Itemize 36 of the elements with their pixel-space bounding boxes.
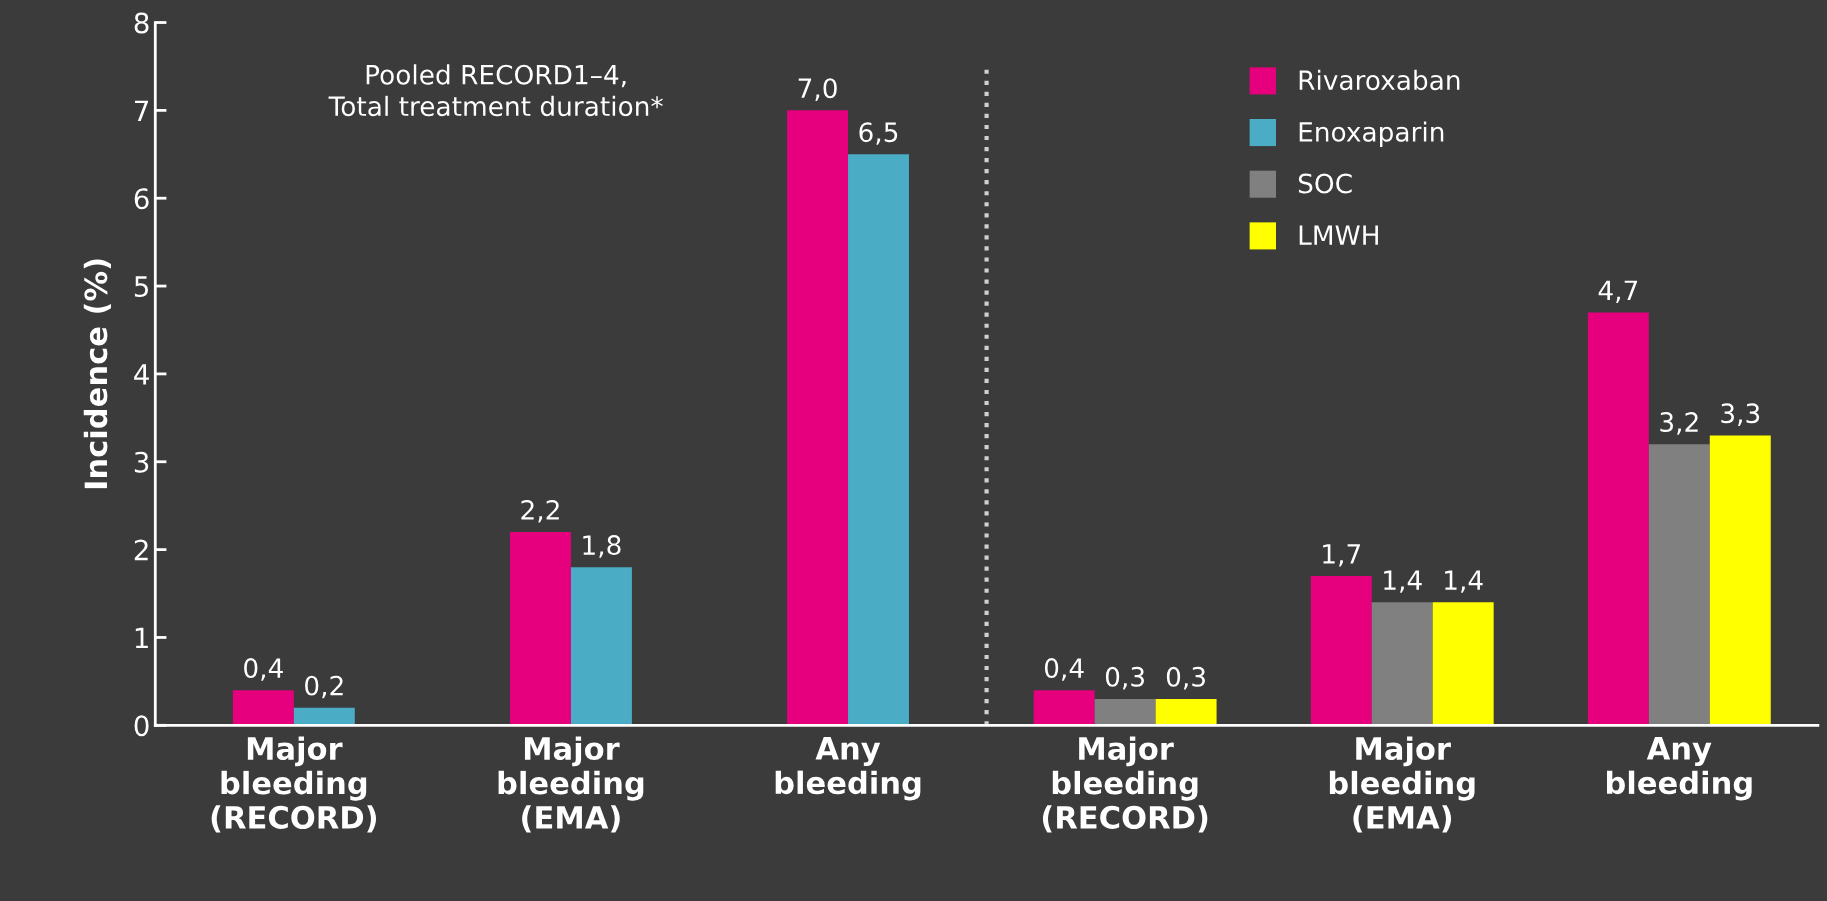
x-tick-label: Major bleeding (EMA) [1329,736,1475,833]
data-label: 0,4 [244,658,283,681]
data-label: 7,0 [798,78,837,101]
x-tick-label: Major bleeding (RECORD) [1042,736,1208,833]
data-label: 0,4 [1044,658,1084,681]
data-label: 1,4 [1445,570,1483,593]
y-axis-title: Incidence (%) [83,259,111,489]
y-tick-label: 8 [134,12,149,34]
y-tick-label: 5 [134,276,149,298]
data-label: 4,7 [1598,280,1638,303]
data-label: 1,8 [583,535,621,558]
legend-label: LMWH [1299,225,1378,245]
data-label: 1,4 [1384,570,1422,593]
y-tick-label: 6 [134,188,149,210]
y-tick-label: 4 [134,364,149,385]
data-label: 6,5 [859,122,898,145]
y-tick-label: 3 [134,451,149,473]
data-label: 1,7 [1323,544,1360,567]
x-tick-label: Major bleeding (EMA) [498,736,644,833]
data-label: 3,3 [1721,403,1760,426]
y-tick-label: 7 [135,100,149,121]
x-tick-label: Any bleeding [1607,737,1752,801]
data-label: 3,2 [1660,412,1698,435]
y-tick-label: 1 [135,627,148,649]
y-tick-label: 2 [134,539,148,561]
legend-label: Rivaroxaban [1299,69,1460,91]
legend-label: SOC [1298,173,1352,194]
data-label: 0,3 [1166,666,1205,690]
legend-label: Enoxaparin [1299,121,1444,147]
data-label: 0,2 [305,675,343,699]
annotation: Pooled RECORD1–4, Total treatment duration* [328,64,663,117]
data-label: 2,2 [521,499,559,523]
x-tick-label: Major bleeding (RECORD) [211,736,377,833]
x-tick-label: Any bleeding [775,737,921,801]
y-tick-label: 0 [134,715,149,737]
data-label: 0,3 [1105,666,1144,690]
